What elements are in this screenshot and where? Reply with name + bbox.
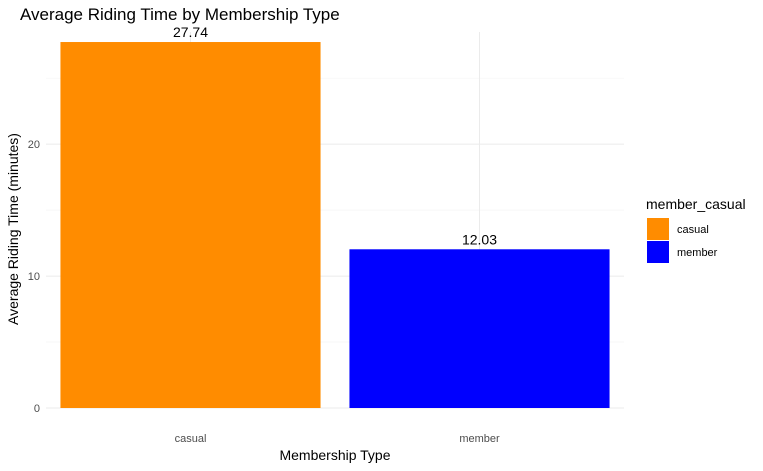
y-tick-label: 0 (34, 403, 40, 415)
legend-label: casual (677, 224, 709, 236)
legend-title: member_casual (646, 196, 746, 212)
y-tick-label: 20 (28, 139, 40, 151)
plot-area: 0 10 20 27.74 casual 12.03 member (28, 24, 624, 445)
bar-casual (60, 42, 321, 408)
bar-value-label: 27.74 (173, 24, 208, 40)
y-tick-label: 10 (28, 271, 40, 283)
y-axis-title: Average Riding Time (minutes) (5, 133, 21, 325)
bar-member (349, 249, 610, 408)
legend-key-member (647, 241, 669, 263)
legend: casual member (647, 218, 718, 263)
x-tick-label: member (459, 433, 500, 445)
bar-value-label: 12.03 (462, 231, 497, 247)
legend-label: member (677, 247, 718, 259)
legend-key-casual (647, 218, 669, 240)
x-tick-label: casual (175, 433, 207, 445)
x-axis-title: Membership Type (279, 447, 390, 463)
chart-title: Average Riding Time by Membership Type (20, 5, 340, 24)
